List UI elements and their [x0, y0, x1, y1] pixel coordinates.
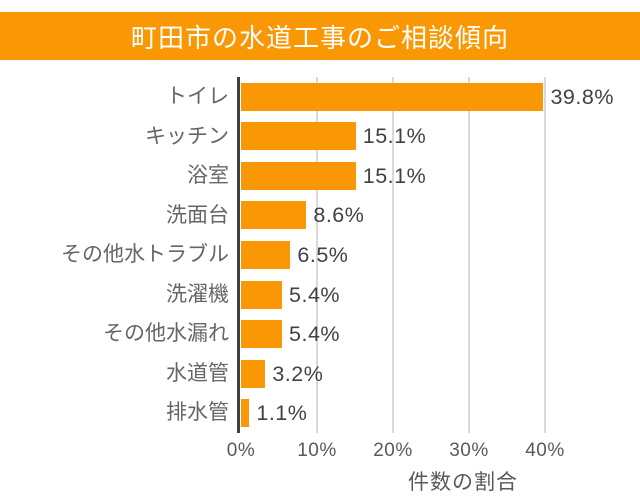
x-gridline	[468, 77, 470, 433]
bar	[241, 82, 544, 111]
category-label: 洗面台	[166, 203, 229, 227]
bar-value-label: 39.8%	[550, 84, 614, 109]
x-gridline	[316, 77, 318, 433]
bar	[241, 320, 283, 349]
x-tick-label: 0%	[226, 440, 256, 461]
bar-value-label: 3.2%	[272, 361, 324, 386]
category-label: その他水漏れ	[103, 322, 229, 346]
bar-value-label: 1.1%	[256, 401, 308, 426]
category-label: 排水管	[166, 401, 229, 425]
x-tick-label: 30%	[449, 440, 489, 461]
x-axis-title: 件数の割合	[408, 471, 518, 494]
chart-title-banner: 町田市の水道工事のご相談傾向	[0, 12, 640, 60]
bar-value-label: 5.4%	[289, 282, 341, 307]
bar	[241, 399, 250, 428]
bar-value-label: 15.1%	[362, 124, 427, 149]
bar-value-label: 5.4%	[289, 322, 341, 347]
category-label: 浴室	[187, 164, 229, 188]
bar-value-label: 8.6%	[313, 203, 365, 228]
chart-title: 町田市の水道工事のご相談傾向	[130, 22, 509, 53]
bar	[241, 280, 283, 309]
category-label: 洗濯機	[166, 282, 229, 306]
category-label: 水道管	[166, 361, 229, 385]
bar-value-label: 15.1%	[362, 163, 427, 188]
bar-value-label: 6.5%	[297, 243, 349, 267]
x-gridline	[392, 77, 394, 433]
bar	[241, 122, 356, 151]
category-label: その他水トラブル	[61, 243, 229, 267]
y-axis-line	[237, 77, 240, 433]
category-label: キッチン	[145, 124, 229, 148]
bar	[241, 241, 291, 269]
x-gridline	[544, 77, 546, 433]
x-tick-label: 20%	[373, 440, 413, 461]
x-tick-label: 10%	[297, 440, 337, 461]
bar	[241, 161, 356, 190]
bar	[241, 201, 307, 230]
category-label: トイレ	[166, 85, 229, 108]
x-tick-label: 40%	[525, 440, 565, 461]
bar	[241, 359, 266, 388]
